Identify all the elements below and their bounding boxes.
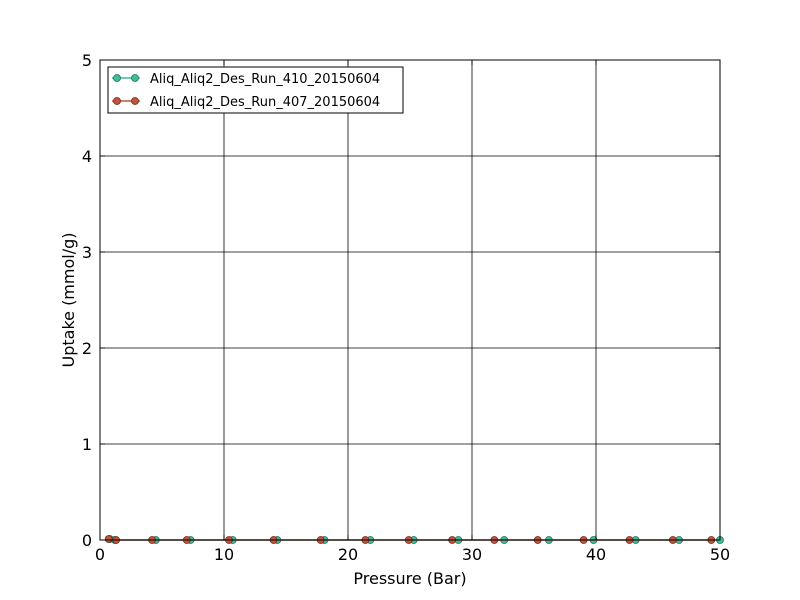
axis-ticks: 0 10 20 30 40 50 0 1 2 3 4 5: [82, 51, 730, 564]
legend: Aliq_Aliq2_Des_Run_410_20150604 Aliq_Ali…: [107, 66, 404, 114]
legend-entry-410: Aliq_Aliq2_Des_Run_410_20150604: [112, 72, 380, 87]
y-tick-label: 0: [82, 531, 92, 550]
grid: [100, 60, 720, 540]
y-tick-label: 3: [82, 243, 92, 262]
legend-entry-407: Aliq_Aliq2_Des_Run_407_20150604: [112, 95, 380, 110]
y-tick-label: 4: [82, 147, 92, 166]
y-tick-label: 5: [82, 51, 92, 70]
legend-box: [107, 66, 404, 114]
legend-marker-407: [113, 97, 121, 105]
y-axis-label: Uptake (mmol/g): [59, 232, 78, 367]
x-tick-label: 30: [462, 545, 482, 564]
y-tick-label: 1: [82, 435, 92, 454]
x-tick-label: 40: [586, 545, 606, 564]
legend-label-410: Aliq_Aliq2_Des_Run_410_20150604: [150, 72, 380, 87]
x-tick-label: 10: [214, 545, 234, 564]
legend-marker-407: [131, 97, 139, 105]
x-tick-label: 0: [95, 545, 105, 564]
plot-frame: [99, 59, 721, 541]
legend-marker-410: [113, 74, 121, 82]
x-tick-label: 20: [338, 545, 358, 564]
x-axis-label: Pressure (Bar): [353, 569, 466, 588]
legend-marker-410: [131, 74, 139, 82]
y-tick-label: 2: [82, 339, 92, 358]
legend-label-407: Aliq_Aliq2_Des_Run_407_20150604: [150, 95, 380, 110]
x-tick-label: 50: [710, 545, 730, 564]
data-point: [104, 535, 113, 543]
